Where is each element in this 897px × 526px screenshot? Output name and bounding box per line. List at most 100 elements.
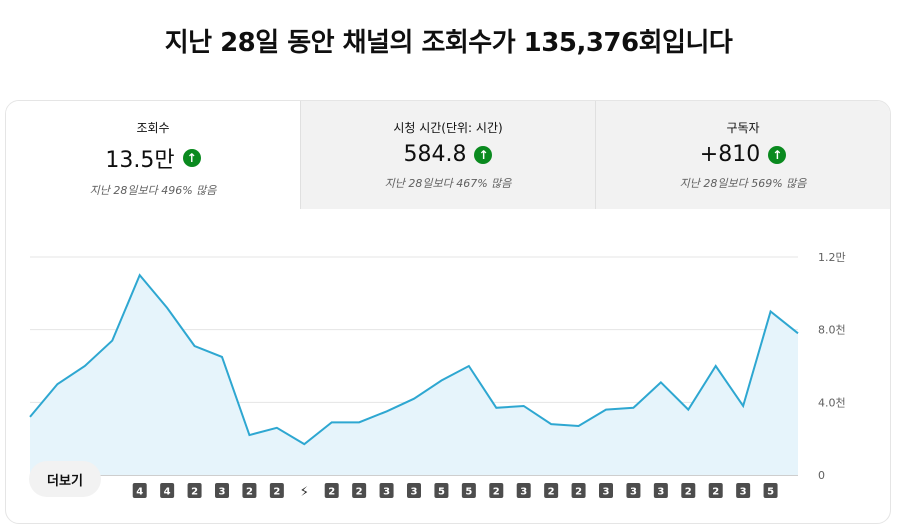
- x-tick-label: 2025. 1...: [717, 523, 769, 524]
- marker-count: 3: [657, 487, 664, 498]
- upload-marker[interactable]: 4: [160, 483, 175, 498]
- marker-box: [352, 483, 367, 498]
- series-area: [30, 275, 798, 475]
- upload-marker[interactable]: 2: [489, 483, 504, 498]
- marker-box: [736, 483, 751, 498]
- x-tick-label: 2025. 11. ...: [30, 523, 96, 524]
- marker-box: [653, 483, 668, 498]
- tab-value: +810 ↑: [596, 142, 890, 167]
- upload-marker[interactable]: 2: [544, 483, 559, 498]
- shorts-glyph: [301, 486, 308, 496]
- marker-box: [379, 483, 394, 498]
- upload-marker[interactable]: 2: [187, 483, 202, 498]
- upload-marker[interactable]: 5: [461, 483, 476, 498]
- marker-box: [681, 483, 696, 498]
- tab-value: 584.8 ↑: [301, 142, 595, 167]
- marker-box: [187, 483, 202, 498]
- marker-box: [516, 483, 531, 498]
- marker-count: 5: [438, 487, 445, 498]
- marker-box: [215, 483, 229, 498]
- upload-marker[interactable]: 3: [379, 483, 394, 498]
- marker-count: 3: [520, 487, 527, 498]
- y-tick-label: 0: [818, 469, 825, 482]
- marker-box: [434, 483, 449, 498]
- tab-label: 구독자: [726, 121, 760, 135]
- upload-marker[interactable]: 2: [681, 483, 696, 498]
- tab-subscribers[interactable]: 구독자 +810 ↑ 지난 28일보다 569% 많음: [595, 101, 890, 209]
- x-tick-label: 2025. 11. 25.: [213, 523, 286, 524]
- marker-count: 3: [740, 487, 747, 498]
- analytics-card: 조회수 13.5만 ↑ 지난 28일보다 496% 많음 시청 시간(단위: 시…: [5, 100, 891, 524]
- marker-box: [324, 483, 339, 498]
- y-tick-label: 1.2만: [818, 251, 846, 264]
- upload-marker[interactable]: 3: [626, 483, 641, 498]
- upload-marker[interactable]: 4: [132, 483, 147, 498]
- marker-box: [599, 483, 613, 498]
- marker-count: 2: [356, 487, 363, 498]
- marker-count: 2: [191, 487, 198, 498]
- tab-comparison: 지난 28일보다 569% 많음: [679, 177, 807, 190]
- upload-marker[interactable]: 2: [571, 483, 586, 498]
- tab-views[interactable]: 조회수 13.5만 ↑ 지난 28일보다 496% 많음: [6, 101, 300, 209]
- upload-marker[interactable]: 3: [215, 483, 229, 498]
- tab-value-text: +810: [699, 142, 761, 167]
- marker-count: 3: [630, 487, 637, 498]
- marker-count: 2: [273, 487, 280, 498]
- x-tick-label: 2025. 11. 21.: [103, 523, 176, 524]
- upload-marker[interactable]: 3: [653, 483, 668, 498]
- marker-count: 3: [219, 487, 226, 498]
- upload-marker[interactable]: 2: [324, 483, 339, 498]
- marker-count: 2: [575, 487, 582, 498]
- tab-value: 13.5만 ↑: [6, 142, 300, 174]
- marker-count: 2: [712, 487, 719, 498]
- marker-count: 4: [136, 487, 143, 498]
- x-tick-label: 2025. 12. 9.: [600, 523, 666, 524]
- upload-marker[interactable]: 2: [242, 483, 257, 498]
- y-tick-label: 8.0천: [818, 323, 846, 337]
- metric-tabs: 조회수 13.5만 ↑ 지난 28일보다 496% 많음 시청 시간(단위: 시…: [6, 101, 890, 209]
- marker-count: 2: [493, 487, 500, 498]
- marker-box: [407, 483, 421, 498]
- marker-count: 4: [164, 487, 171, 498]
- marker-box: [571, 483, 586, 498]
- upload-marker[interactable]: 5: [434, 483, 449, 498]
- marker-count: 5: [465, 487, 472, 498]
- marker-count: 3: [411, 487, 418, 498]
- tab-value-text: 584.8: [403, 142, 467, 167]
- x-tick-label: 2025. 12. 4.: [463, 523, 529, 524]
- arrow-up-icon: ↑: [182, 149, 201, 167]
- marker-count: 2: [685, 487, 692, 498]
- upload-marker[interactable]: 3: [516, 483, 531, 498]
- arrow-up-icon: ↑: [474, 145, 493, 164]
- upload-marker[interactable]: 3: [599, 483, 613, 498]
- marker-box: [242, 483, 257, 498]
- upload-marker[interactable]: 3: [407, 483, 421, 498]
- marker-box: [160, 483, 175, 498]
- marker-count: 3: [603, 487, 610, 498]
- marker-box: [626, 483, 641, 498]
- marker-count: 2: [328, 487, 335, 498]
- marker-box: [544, 483, 559, 498]
- marker-box: [489, 483, 504, 498]
- marker-box: [132, 483, 147, 498]
- marker-box: [708, 483, 723, 498]
- upload-marker[interactable]: 2: [708, 483, 723, 498]
- tab-watch-time[interactable]: 시청 시간(단위: 시간) 584.8 ↑ 지난 28일보다 467% 많음: [300, 101, 595, 209]
- marker-box: [297, 483, 312, 498]
- upload-marker[interactable]: 2: [269, 483, 284, 498]
- upload-marker[interactable]: 5: [763, 483, 778, 498]
- marker-count: 2: [548, 487, 555, 498]
- more-button[interactable]: 더보기: [29, 461, 101, 497]
- page-title: 지난 28일 동안 채널의 조회수가 135,376회입니다: [164, 28, 733, 58]
- shorts-icon[interactable]: [297, 483, 312, 498]
- upload-marker[interactable]: 2: [352, 483, 367, 498]
- tab-value-text: 13.5만: [105, 148, 175, 173]
- marker-count: 5: [767, 487, 774, 498]
- tab-comparison: 지난 28일보다 496% 많음: [89, 184, 217, 197]
- upload-marker[interactable]: 3: [736, 483, 751, 498]
- marker-count: 2: [246, 487, 253, 498]
- marker-box: [269, 483, 284, 498]
- x-tick-label: 2025. 11. 30.: [350, 523, 423, 524]
- tab-label: 조회수: [136, 121, 170, 135]
- arrow-up-icon: ↑: [768, 145, 787, 164]
